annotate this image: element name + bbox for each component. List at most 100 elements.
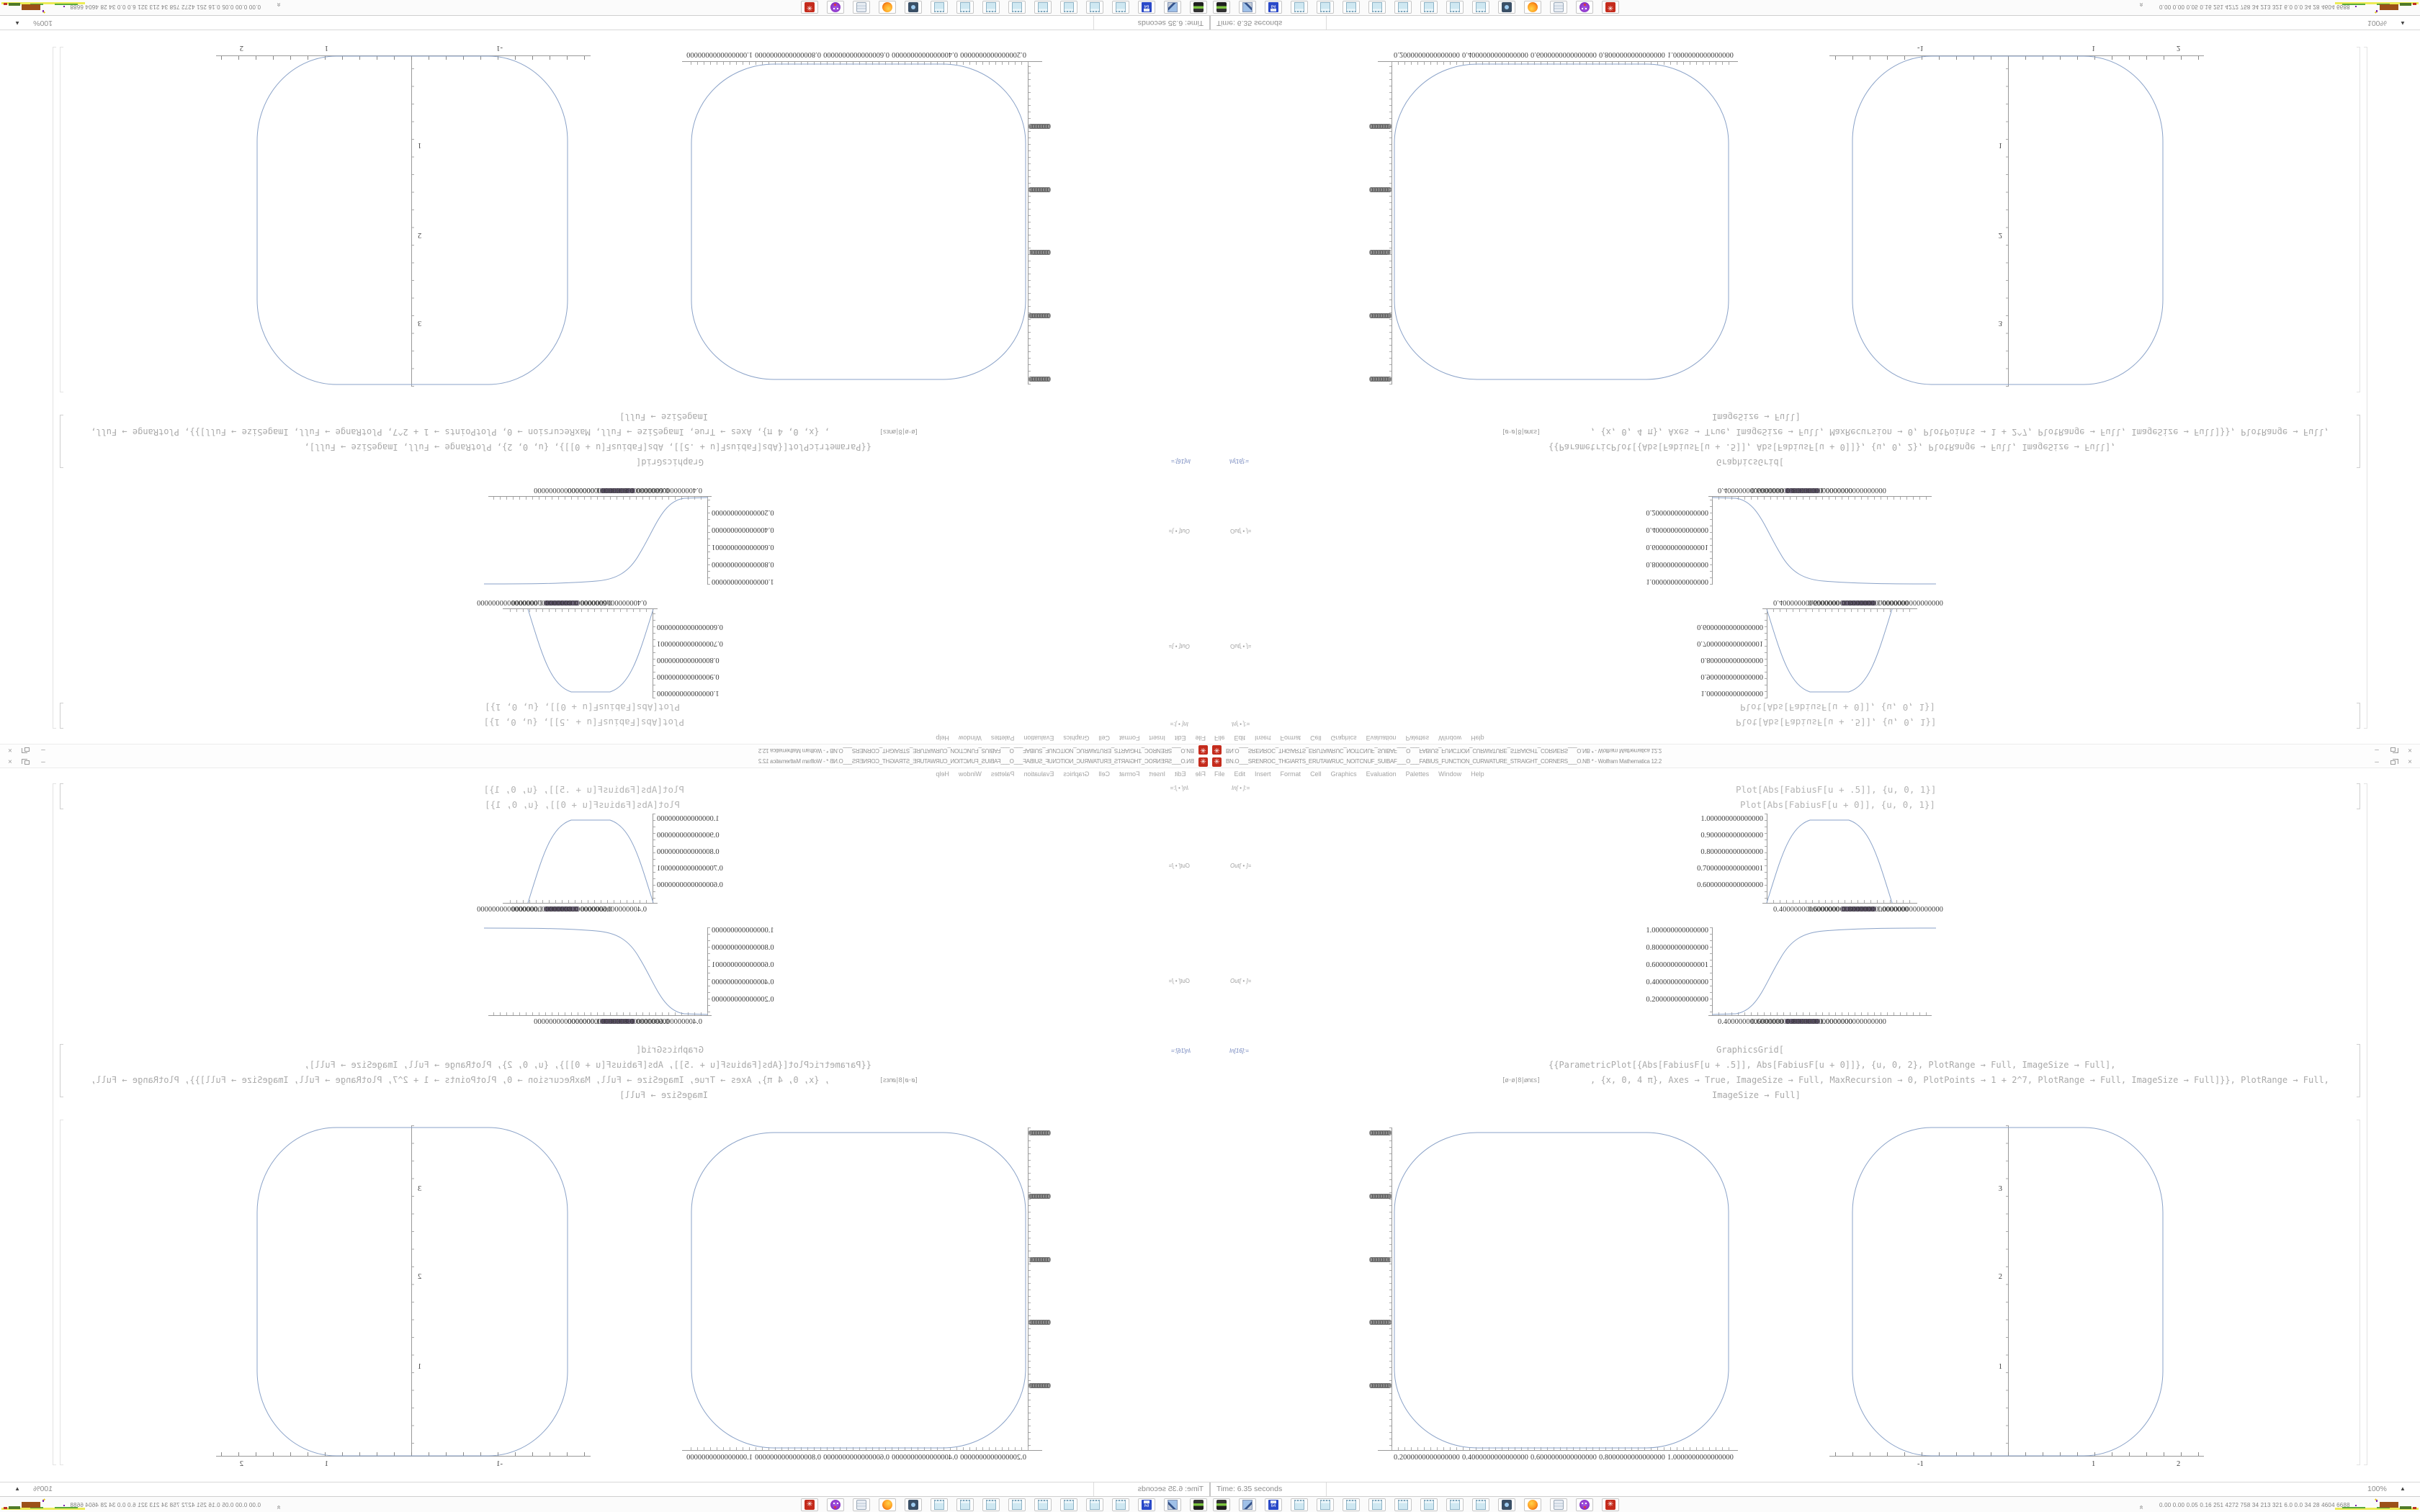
close-button[interactable]: × [8,746,12,754]
code-grid-line4[interactable]: ImageSize → Full] [1712,412,1801,422]
monitor-expander[interactable]: « [275,1500,283,1512]
close-button[interactable]: × [2408,746,2412,754]
menu-palettes[interactable]: Palettes [1405,770,1430,778]
taskbar-icon-floppy-64[interactable]: 64 [1138,1,1155,14]
cell-bracket-group[interactable] [53,783,55,1465]
cell-bracket-plot-input[interactable] [2357,703,2360,729]
menu-insert[interactable]: Insert [1255,770,1271,778]
code-grid-line2[interactable]: {{ParametricPlot[{Abs[FabiusF[u + .5]], … [1549,442,2116,452]
menu-evaluation[interactable]: Evaluation [1023,770,1054,778]
menu-cell[interactable]: Cell [1098,734,1110,742]
taskbar-icon-notepad-6[interactable] [1420,1,1438,14]
menu-help[interactable]: Help [1471,734,1484,742]
restore-button[interactable] [22,745,33,754]
taskbar-icon-notepad-6[interactable] [982,1,1000,14]
minimize-button[interactable]: – [2375,746,2379,754]
code-plot-line2[interactable]: Plot[Abs[FabiusF[u + 0]], {u, 0, 1}] [1740,702,1935,713]
menu-edit[interactable]: Edit [1234,770,1246,778]
taskbar-icon-purple-face[interactable] [1576,1,1593,14]
taskbar-icon-screenshot[interactable] [1498,1498,1515,1511]
monitor-expander[interactable]: « [2137,1500,2145,1512]
code-grid-line4[interactable]: ImageSize → Full] [1712,1090,1801,1100]
taskbar-icon-floppy-64[interactable]: 64 [1138,1498,1155,1511]
taskbar-icon-notepad-7[interactable] [1446,1,1464,14]
taskbar-icon-mathematica[interactable]: ✳ [801,1,818,14]
taskbar-icon-screenshot[interactable] [905,1,922,14]
menu-cell[interactable]: Cell [1310,770,1322,778]
code-plot-line2[interactable]: Plot[Abs[FabiusF[u + 0]], {u, 0, 1}] [485,702,680,713]
magnification-value[interactable]: 100% [2367,19,2387,27]
menu-file[interactable]: File [1214,734,1225,742]
taskbar-icon-notepad-1[interactable] [1112,1,1129,14]
taskbar-icon-computer[interactable] [1239,1,1256,14]
cell-bracket-group[interactable] [2365,47,2367,729]
taskbar-icon-notepad-8[interactable] [931,1,948,14]
taskbar-icon-notepad-3[interactable] [1060,1498,1077,1511]
taskbar-icon-notepad-3[interactable] [1343,1498,1360,1511]
code-grid-line3[interactable]: , {x, 0, 4 π}, Axes → True, ImageSize → … [1590,427,2329,437]
monitor-expander[interactable]: « [2137,0,2145,12]
menu-cell[interactable]: Cell [1310,734,1322,742]
taskbar-icon-notepad-1[interactable] [1291,1498,1308,1511]
taskbar-icon-drive[interactable] [1213,1,1230,14]
cell-bracket-grid-output[interactable] [2357,1120,2360,1465]
system-monitor-graph[interactable]: ✦ [1,1498,85,1511]
menu-window[interactable]: Window [1438,734,1462,742]
taskbar-icon-notepad-2[interactable] [1086,1,1103,14]
taskbar-icon-notepad-8[interactable] [1472,1,1489,14]
system-monitor-graph[interactable]: ✦ [2335,1498,2419,1511]
taskbar-icon-computer[interactable] [1164,1,1181,14]
magnification-value[interactable]: 100% [33,19,53,27]
taskbar-icon-notepad-4[interactable] [1368,1498,1386,1511]
taskbar-icon-computer[interactable] [1164,1498,1181,1511]
taskbar-icon-notepad-4[interactable] [1034,1,1052,14]
menu-help[interactable]: Help [936,770,949,778]
code-grid-line4[interactable]: ImageSize → Full] [619,412,708,422]
cell-bracket-group[interactable] [2364,783,2367,1465]
taskbar-icon-firefox[interactable] [879,1,896,14]
taskbar-icon-notepad-5[interactable] [1394,1498,1412,1511]
code-plot-line1[interactable]: Plot[Abs[FabiusF[u + .5]], {u, 0, 1}] [483,717,684,728]
code-grid-line3[interactable]: , {x, 0, 4 π}, Axes → True, ImageSize → … [1590,1075,2329,1085]
taskbar-icon-document[interactable] [853,1,870,14]
menu-insert[interactable]: Insert [1149,770,1165,778]
menu-insert[interactable]: Insert [1149,734,1165,742]
restore-button[interactable] [2387,758,2398,767]
taskbar-icon-notepad-1[interactable] [1112,1498,1129,1511]
taskbar-icon-notepad-6[interactable] [1420,1498,1438,1511]
menu-file[interactable]: File [1195,770,1206,778]
code-plot-line2[interactable]: Plot[Abs[FabiusF[u + 0]], {u, 0, 1}] [1740,799,1935,810]
minimize-button[interactable]: – [41,746,45,754]
cell-bracket-grid-output[interactable] [2357,47,2360,392]
taskbar-icon-purple-face[interactable] [827,1,844,14]
minimize-button[interactable]: – [41,758,45,766]
taskbar-icon-notepad-7[interactable] [956,1498,974,1511]
taskbar-icon-computer[interactable] [1239,1498,1256,1511]
code-grid-line4[interactable]: ImageSize → Full] [619,1090,708,1100]
menu-evaluation[interactable]: Evaluation [1366,734,1397,742]
menu-file[interactable]: File [1214,770,1225,778]
taskbar-icon-notepad-8[interactable] [1472,1498,1489,1511]
taskbar-icon-firefox[interactable] [1524,1,1541,14]
taskbar-icon-notepad-2[interactable] [1086,1498,1103,1511]
monitor-expander[interactable]: « [275,0,283,12]
taskbar-icon-notepad-5[interactable] [1008,1498,1026,1511]
taskbar-icon-notepad-2[interactable] [1317,1,1334,14]
system-monitor-graph[interactable]: ✦ [1,1,85,14]
menu-graphics[interactable]: Graphics [1330,770,1357,778]
taskbar-icon-firefox[interactable] [1524,1498,1541,1511]
magnification-dropdown-icon[interactable]: ▲ [2400,20,2406,27]
magnification-dropdown-icon[interactable]: ▲ [14,1485,20,1492]
menu-window[interactable]: Window [958,770,982,778]
taskbar-icon-mathematica[interactable]: ✳ [801,1498,818,1511]
taskbar-icon-drive[interactable] [1190,1498,1207,1511]
menu-format[interactable]: Format [1119,734,1140,742]
cell-bracket-plot-input[interactable] [2357,783,2360,809]
cell-bracket-plot-input[interactable] [60,783,63,809]
cell-bracket-grid-output[interactable] [60,47,63,392]
cell-bracket-group[interactable] [53,47,55,729]
taskbar-icon-notepad-2[interactable] [1317,1498,1334,1511]
menu-window[interactable]: Window [958,734,982,742]
taskbar-icon-purple-face[interactable] [1576,1498,1593,1511]
taskbar-icon-purple-face[interactable] [827,1498,844,1511]
